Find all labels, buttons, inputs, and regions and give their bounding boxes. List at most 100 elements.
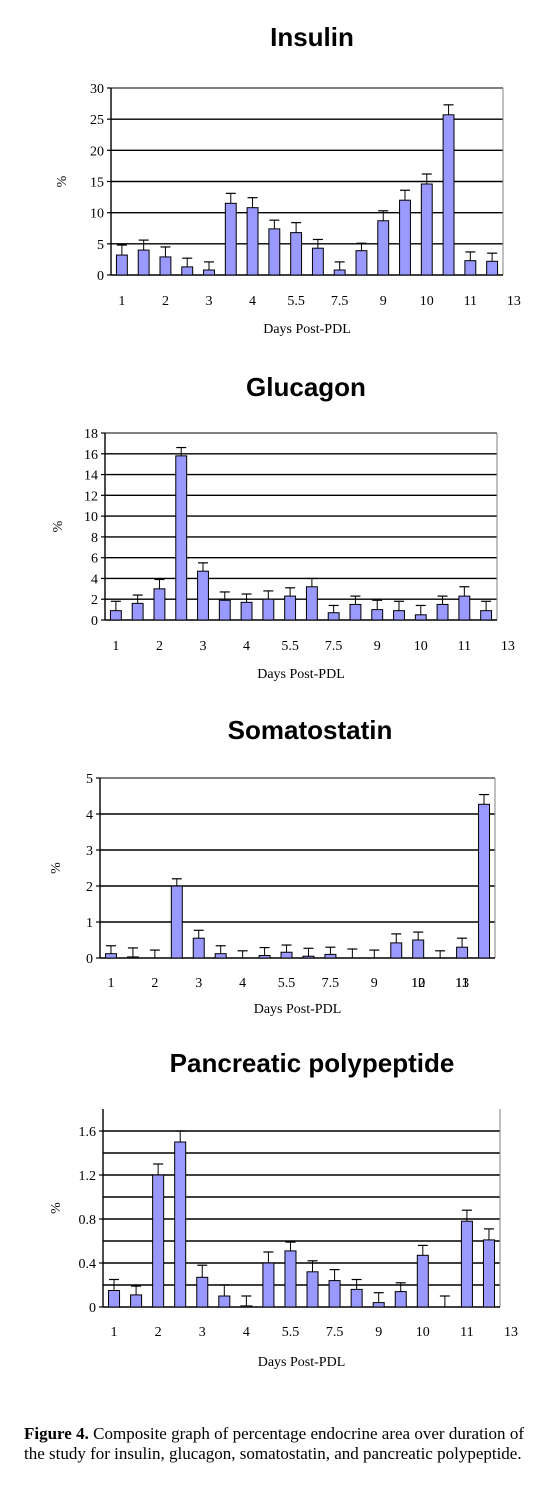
x-tick-label: 1 <box>112 639 119 654</box>
bar <box>390 942 403 959</box>
x-tick-label: 3 <box>200 639 207 654</box>
bar <box>478 803 491 959</box>
x-tick-label: 10 <box>420 294 434 309</box>
bar <box>284 1250 297 1308</box>
x-tick-label: 11 <box>460 1325 473 1340</box>
bar <box>246 207 259 276</box>
y-tick-label: 10 <box>90 207 104 222</box>
bar <box>333 269 346 276</box>
bar <box>480 610 493 621</box>
x-tick-label: 4 <box>249 294 256 309</box>
x-tick-label: 13 <box>507 294 521 309</box>
chart-title: Pancreatic polypeptide <box>170 1048 455 1078</box>
bar <box>196 1276 209 1308</box>
x-tick-label: 5.5 <box>282 1325 300 1340</box>
y-tick-label: 0.4 <box>79 1257 97 1272</box>
bar <box>115 254 128 276</box>
chart-title: Somatostatin <box>228 715 393 745</box>
x-tick-label: 11 <box>455 976 468 991</box>
x-tick-label: 7.5 <box>322 976 340 991</box>
bar <box>153 588 166 621</box>
bar <box>137 249 150 276</box>
bar <box>399 199 411 276</box>
bar <box>126 956 139 959</box>
bar <box>262 598 275 621</box>
bar <box>224 202 237 276</box>
y-tick-label: 1.6 <box>79 1125 97 1140</box>
x-tick-label: 2 <box>162 294 169 309</box>
x-tick-label: 9 <box>380 294 387 309</box>
x-tick-label: 5.5 <box>278 976 296 991</box>
bar <box>350 1288 363 1308</box>
bar <box>306 1271 319 1308</box>
bar <box>262 1262 275 1308</box>
x-tick-label: 1 <box>107 976 114 991</box>
bar <box>482 1239 495 1308</box>
bar <box>240 601 253 621</box>
x-tick-label: 3 <box>199 1325 206 1340</box>
x-tick-label: 13 <box>504 1325 518 1340</box>
bar <box>258 954 271 959</box>
bar <box>464 260 477 276</box>
bar <box>420 183 433 276</box>
bar <box>371 609 384 621</box>
x-tick-label: 13 <box>455 976 469 991</box>
y-tick-label: 0 <box>91 614 98 629</box>
x-tick-label: 5.5 <box>287 294 305 309</box>
x-tick-label: 11 <box>458 639 471 654</box>
x-tick-label: 7.5 <box>331 294 349 309</box>
bar <box>414 614 427 621</box>
bar <box>416 1254 429 1308</box>
bar <box>290 232 303 276</box>
chart-title: Glucagon <box>246 372 366 402</box>
bar <box>108 1290 121 1308</box>
x-axis-label: Days Post-PDL <box>254 1002 342 1017</box>
y-tick-label: 4 <box>91 572 98 587</box>
x-tick-label: 5.5 <box>281 639 299 654</box>
y-tick-label: 14 <box>84 469 98 484</box>
x-tick-label: 9 <box>374 639 381 654</box>
x-tick-label: 4 <box>243 639 250 654</box>
y-tick-label: 18 <box>84 427 98 442</box>
x-tick-label: 1 <box>111 1325 118 1340</box>
bar <box>377 220 390 276</box>
bar <box>311 247 324 276</box>
y-tick-label: 30 <box>90 82 104 97</box>
bar <box>349 603 362 621</box>
y-tick-label: 1 <box>86 916 93 931</box>
y-tick-label: 1.2 <box>79 1169 97 1184</box>
insulin-chart: Insulin 0 5 10 15 20 25 30 1 2 3 4 5.5 7.5 9 10 11 13 Days… <box>55 22 521 337</box>
x-tick-label: 13 <box>501 639 515 654</box>
bar <box>458 595 471 621</box>
y-tick-label: 0 <box>86 952 93 967</box>
x-tick-label: 11 <box>464 294 477 309</box>
y-tick-label: 25 <box>90 113 104 128</box>
x-tick-label: 10 <box>416 1325 430 1340</box>
y-tick-label: 12 <box>84 489 98 504</box>
y-axis-label: % <box>49 862 64 874</box>
figure-caption-text: Composite graph of percentage endocrine … <box>24 1424 524 1463</box>
bar <box>152 1174 165 1308</box>
bar <box>355 250 368 276</box>
bar <box>218 599 231 621</box>
x-tick-label: 2 <box>155 1325 162 1340</box>
figure-caption-label: Figure 4. <box>24 1424 89 1443</box>
bar <box>268 228 281 276</box>
bar <box>372 1302 385 1308</box>
y-tick-label: 8 <box>91 531 98 546</box>
bar <box>412 939 425 959</box>
y-tick-label: 10 <box>84 510 98 525</box>
y-tick-label: 6 <box>91 552 98 567</box>
bar <box>284 595 297 621</box>
bar <box>328 1280 341 1308</box>
x-tick-label: 7.5 <box>326 1325 344 1340</box>
y-tick-label: 15 <box>90 176 104 191</box>
pancreatic-polypeptide-chart: Pancreatic polypeptide 0 0.4 0.8 1.2 1.6 1 2 3 4 5… <box>49 1048 518 1370</box>
y-axis-label: % <box>51 520 66 532</box>
x-axis-label: Days Post-PDL <box>257 667 345 682</box>
bar <box>197 570 209 621</box>
bar <box>460 1220 473 1308</box>
y-tick-label: 16 <box>84 448 98 463</box>
